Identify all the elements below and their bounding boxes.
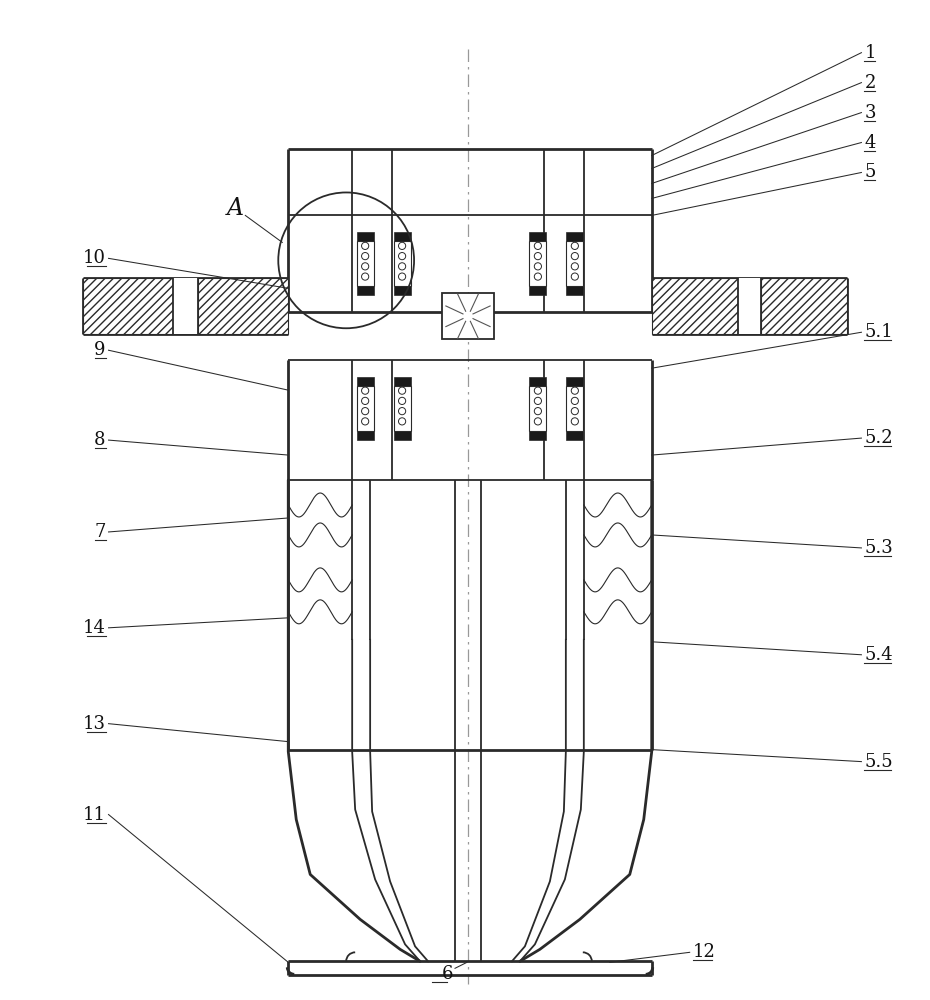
Circle shape xyxy=(571,387,578,394)
Bar xyxy=(83,278,173,334)
Bar xyxy=(566,377,583,386)
Circle shape xyxy=(362,387,368,394)
Circle shape xyxy=(535,242,541,249)
Text: 5.4: 5.4 xyxy=(864,646,893,664)
Circle shape xyxy=(535,273,541,280)
Text: 14: 14 xyxy=(83,619,105,637)
Bar xyxy=(529,286,547,295)
Circle shape xyxy=(571,253,578,260)
Bar xyxy=(762,278,847,334)
Circle shape xyxy=(571,418,578,425)
Bar xyxy=(566,232,583,241)
Circle shape xyxy=(362,408,368,415)
Circle shape xyxy=(535,418,541,425)
Circle shape xyxy=(398,253,405,260)
Circle shape xyxy=(535,253,541,260)
Bar xyxy=(737,278,762,334)
Text: 5.5: 5.5 xyxy=(864,753,893,771)
Text: 1: 1 xyxy=(864,44,876,62)
Bar xyxy=(529,386,547,431)
Bar xyxy=(529,377,547,386)
Circle shape xyxy=(398,387,405,394)
Circle shape xyxy=(362,242,368,249)
Bar xyxy=(442,293,494,339)
Circle shape xyxy=(398,408,405,415)
Circle shape xyxy=(398,263,405,270)
Text: 9: 9 xyxy=(94,341,105,359)
Circle shape xyxy=(535,263,541,270)
Circle shape xyxy=(571,273,578,280)
Circle shape xyxy=(398,397,405,404)
Text: 7: 7 xyxy=(94,523,105,541)
Bar xyxy=(357,431,374,440)
Bar xyxy=(566,386,583,431)
Text: 10: 10 xyxy=(83,249,105,267)
Circle shape xyxy=(398,418,405,425)
Bar xyxy=(357,377,374,386)
Bar xyxy=(566,286,583,295)
Bar xyxy=(357,232,374,241)
Circle shape xyxy=(535,387,541,394)
Text: 5.1: 5.1 xyxy=(864,323,893,341)
Circle shape xyxy=(535,397,541,404)
Bar xyxy=(393,386,410,431)
Text: 4: 4 xyxy=(864,134,876,152)
Bar xyxy=(357,286,374,295)
Bar xyxy=(529,431,547,440)
Text: 6: 6 xyxy=(441,965,453,983)
Text: 8: 8 xyxy=(94,431,105,449)
Text: 2: 2 xyxy=(864,74,876,92)
Circle shape xyxy=(571,397,578,404)
Circle shape xyxy=(362,253,368,260)
Text: A: A xyxy=(227,197,244,220)
Bar xyxy=(652,278,737,334)
Bar xyxy=(357,241,374,286)
Text: 5: 5 xyxy=(864,163,876,181)
Circle shape xyxy=(362,418,368,425)
Bar xyxy=(393,377,410,386)
Bar xyxy=(566,431,583,440)
Text: 11: 11 xyxy=(83,806,105,824)
Bar xyxy=(393,286,410,295)
Bar xyxy=(393,431,410,440)
Bar xyxy=(529,241,547,286)
Circle shape xyxy=(535,408,541,415)
Circle shape xyxy=(362,273,368,280)
Text: 5.2: 5.2 xyxy=(864,429,893,447)
Circle shape xyxy=(571,242,578,249)
Text: 5.3: 5.3 xyxy=(864,539,893,557)
Circle shape xyxy=(571,263,578,270)
Circle shape xyxy=(398,242,405,249)
Bar xyxy=(393,232,410,241)
Text: 3: 3 xyxy=(864,104,876,122)
Circle shape xyxy=(571,408,578,415)
Bar xyxy=(393,241,410,286)
Bar xyxy=(198,278,288,334)
Bar xyxy=(357,386,374,431)
Circle shape xyxy=(362,397,368,404)
Text: 12: 12 xyxy=(693,943,715,961)
Text: 13: 13 xyxy=(83,715,105,733)
Circle shape xyxy=(398,273,405,280)
Bar xyxy=(566,241,583,286)
Circle shape xyxy=(362,263,368,270)
Bar xyxy=(173,278,198,334)
Bar xyxy=(529,232,547,241)
